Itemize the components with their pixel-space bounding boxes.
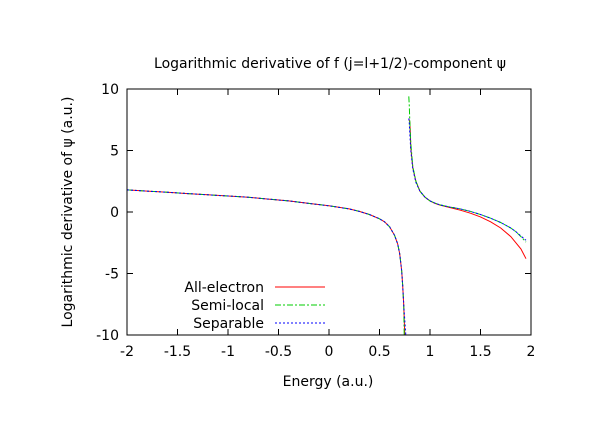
series-line-0: [126, 189, 406, 336]
y-axis-label: Logarithmic derivative of ψ (a.u.): [60, 97, 76, 328]
x-tick-label: 0.5: [368, 344, 390, 360]
x-tick-label: -1.5: [164, 344, 191, 360]
y-tick-label: -5: [105, 267, 119, 283]
data-lines: [126, 96, 527, 336]
series-line-1: [408, 96, 527, 243]
series-line-0: [408, 118, 527, 259]
x-tick-label: -0.5: [265, 344, 292, 360]
x-tick-label: 0: [325, 344, 334, 360]
x-axis-label: Energy (a.u.): [283, 374, 374, 390]
axis-ticks: -2 -1.5 -1 -0.5 0 0.5 1 1.5 2 10 5 0 -5 -10: [96, 82, 535, 360]
y-tick-label: 10: [101, 82, 119, 98]
x-tick-label: 1: [426, 344, 435, 360]
legend: All-electron Semi-local Separable: [184, 280, 325, 332]
legend-label: Semi-local: [191, 298, 264, 314]
x-tick-label: 2: [527, 344, 536, 360]
legend-label: Separable: [193, 316, 264, 332]
series-line-1: [126, 189, 405, 336]
chart-title: Logarithmic derivative of f (j=l+1/2)-co…: [154, 56, 506, 72]
y-tick-label: 5: [110, 144, 119, 160]
x-tick-label: 1.5: [469, 344, 491, 360]
plot-frame: [126, 88, 532, 336]
series-line-2: [408, 118, 527, 241]
y-tick-label: -10: [96, 328, 119, 344]
x-tick-label: -2: [120, 344, 134, 360]
series-line-2: [126, 189, 407, 336]
x-tick-label: -1: [221, 344, 235, 360]
y-tick-label: 0: [110, 205, 119, 221]
legend-label: All-electron: [184, 280, 264, 296]
